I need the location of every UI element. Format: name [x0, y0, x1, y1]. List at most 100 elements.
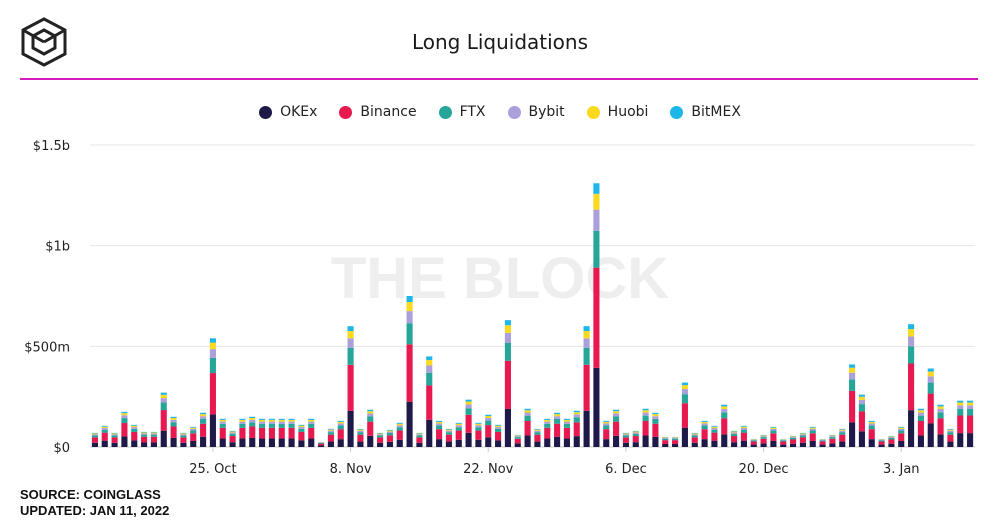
bar-segment-binance[interactable] — [554, 423, 561, 437]
bar-segment-ftx[interactable] — [239, 423, 246, 428]
bar-segment-ftx[interactable] — [603, 425, 610, 430]
bar-segment-bybit[interactable] — [839, 430, 846, 433]
bar-segment-okex[interactable] — [406, 401, 413, 447]
bar-segment-bybit[interactable] — [642, 412, 649, 416]
bar-segment-bitmex[interactable] — [386, 429, 393, 431]
bar-stack[interactable] — [770, 426, 777, 447]
bar-segment-bybit[interactable] — [672, 437, 679, 439]
bar-segment-okex[interactable] — [583, 410, 590, 447]
bar-segment-ftx[interactable] — [681, 394, 688, 404]
bar-segment-binance[interactable] — [849, 390, 856, 423]
bar-stack[interactable] — [495, 424, 502, 447]
bar-segment-ftx[interactable] — [377, 435, 384, 438]
bar-stack[interactable] — [554, 412, 561, 447]
bar-segment-bybit[interactable] — [613, 413, 620, 417]
bar-stack[interactable] — [898, 426, 905, 447]
bar-stack[interactable] — [534, 428, 541, 447]
bar-segment-bybit[interactable] — [691, 434, 698, 436]
bar-segment-ftx[interactable] — [799, 435, 806, 438]
bar-segment-huobi[interactable] — [937, 406, 944, 409]
bar-segment-okex[interactable] — [760, 443, 767, 447]
bar-segment-ftx[interactable] — [701, 425, 708, 430]
bar-segment-okex[interactable] — [150, 442, 157, 447]
bar-segment-okex[interactable] — [957, 433, 964, 447]
bar-segment-bitmex[interactable] — [200, 412, 207, 415]
bar-segment-bybit[interactable] — [514, 436, 521, 438]
bar-segment-bybit[interactable] — [898, 428, 905, 431]
bar-segment-huobi[interactable] — [347, 331, 354, 339]
bar-stack[interactable] — [652, 412, 659, 447]
bar-stack[interactable] — [111, 432, 118, 447]
bar-segment-bitmex[interactable] — [327, 428, 334, 430]
bar-segment-okex[interactable] — [770, 440, 777, 447]
bar-segment-ftx[interactable] — [967, 409, 974, 416]
bar-segment-ftx[interactable] — [111, 435, 118, 438]
bar-segment-binance[interactable] — [239, 427, 246, 439]
bar-segment-bybit[interactable] — [544, 421, 551, 424]
bar-stack[interactable] — [190, 426, 197, 447]
bar-stack[interactable] — [150, 431, 157, 447]
bar-segment-ftx[interactable] — [150, 434, 157, 437]
bar-segment-bitmex[interactable] — [278, 418, 285, 420]
bar-segment-huobi[interactable] — [760, 435, 767, 437]
bar-stack[interactable] — [750, 438, 757, 447]
bar-segment-bitmex[interactable] — [180, 432, 187, 434]
bar-segment-binance[interactable] — [180, 437, 187, 443]
bar-stack[interactable] — [121, 411, 128, 447]
bar-segment-okex[interactable] — [908, 410, 915, 447]
bar-segment-bitmex[interactable] — [937, 404, 944, 407]
bar-segment-ftx[interactable] — [721, 412, 728, 419]
bar-segment-binance[interactable] — [268, 427, 275, 439]
bar-segment-huobi[interactable] — [288, 419, 295, 422]
bar-segment-huobi[interactable] — [770, 427, 777, 429]
bar-segment-bybit[interactable] — [583, 338, 590, 348]
bar-segment-binance[interactable] — [396, 430, 403, 440]
bar-segment-huobi[interactable] — [367, 411, 374, 414]
bar-segment-bitmex[interactable] — [908, 324, 915, 330]
bar-segment-binance[interactable] — [908, 363, 915, 411]
bar-segment-binance[interactable] — [357, 434, 364, 442]
bar-stack[interactable] — [485, 414, 492, 447]
bar-segment-binance[interactable] — [308, 427, 315, 439]
bar-segment-bitmex[interactable] — [367, 409, 374, 412]
bar-segment-huobi[interactable] — [583, 331, 590, 339]
bar-segment-huobi[interactable] — [701, 421, 708, 424]
bar-segment-huobi[interactable] — [790, 436, 797, 438]
bar-segment-okex[interactable] — [111, 442, 118, 447]
bar-segment-binance[interactable] — [957, 415, 964, 434]
bar-segment-okex[interactable] — [888, 443, 895, 447]
bar-segment-huobi[interactable] — [888, 436, 895, 438]
bar-segment-bitmex[interactable] — [121, 411, 128, 414]
bar-stack[interactable] — [711, 425, 718, 447]
bar-segment-ftx[interactable] — [908, 346, 915, 364]
bar-segment-ftx[interactable] — [357, 432, 364, 435]
bar-segment-huobi[interactable] — [839, 429, 846, 431]
bar-segment-binance[interactable] — [711, 432, 718, 441]
bar-segment-bitmex[interactable] — [573, 410, 580, 413]
bar-segment-ftx[interactable] — [229, 433, 236, 437]
bar-stack[interactable] — [829, 434, 836, 447]
bar-stack[interactable] — [465, 399, 472, 447]
bar-segment-huobi[interactable] — [603, 421, 610, 424]
bar-segment-okex[interactable] — [632, 442, 639, 447]
bar-segment-bitmex[interactable] — [721, 404, 728, 407]
bar-segment-okex[interactable] — [849, 422, 856, 447]
bar-segment-bitmex[interactable] — [298, 424, 305, 426]
bar-segment-okex[interactable] — [622, 442, 629, 447]
bar-segment-huobi[interactable] — [465, 401, 472, 405]
bar-stack[interactable] — [583, 326, 590, 447]
bar-segment-binance[interactable] — [121, 423, 128, 437]
bar-segment-okex[interactable] — [613, 435, 620, 447]
bar-segment-okex[interactable] — [947, 441, 954, 447]
bar-stack[interactable] — [888, 435, 895, 447]
bar-segment-bybit[interactable] — [308, 421, 315, 424]
bar-segment-binance[interactable] — [91, 437, 98, 443]
bar-stack[interactable] — [209, 338, 216, 447]
legend-item-okex[interactable]: OKEx — [259, 104, 317, 120]
bar-segment-ftx[interactable] — [937, 412, 944, 419]
bar-segment-okex[interactable] — [268, 438, 275, 447]
bar-segment-bitmex[interactable] — [308, 418, 315, 420]
bar-segment-huobi[interactable] — [200, 414, 207, 417]
bar-segment-okex[interactable] — [416, 442, 423, 447]
bar-stack[interactable] — [327, 428, 334, 447]
